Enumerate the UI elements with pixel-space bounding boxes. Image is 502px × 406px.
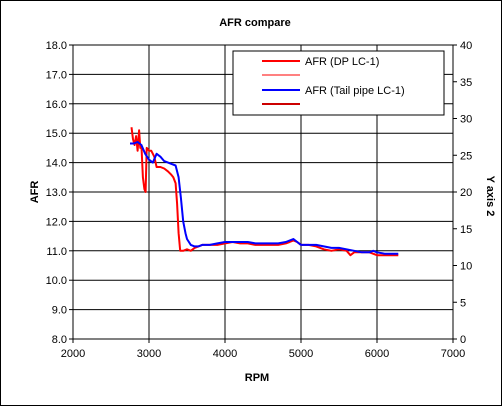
- legend: AFR (DP LC-1) AFR (Tail pipe LC-1): [232, 50, 445, 116]
- y-axis-title: AFR: [29, 181, 41, 204]
- y2-tick-label: 10: [460, 261, 472, 273]
- x-axis-ticks: 2000 3000 4000 5000 6000 7000: [61, 339, 465, 360]
- y-tick-label: 10.0: [46, 275, 67, 287]
- y2-tick-label: 40: [460, 40, 472, 52]
- x-tick-label: 2000: [61, 348, 85, 360]
- y2-axis-ticks: 0 5 10 15 20 25 30 35 40: [453, 40, 472, 346]
- y2-axis-title: Y axis 2: [484, 176, 496, 217]
- y2-tick-label: 5: [460, 297, 466, 309]
- y-tick-label: 17.0: [46, 69, 67, 81]
- x-tick-label: 4000: [213, 348, 237, 360]
- legend-label: AFR (Tail pipe LC-1): [305, 85, 405, 97]
- series-line-afr-tail-pipe-lc1: [130, 141, 399, 255]
- y-tick-label: 18.0: [46, 40, 67, 52]
- legend-label: AFR (DP LC-1): [305, 56, 379, 68]
- x-tick-label: 7000: [441, 348, 465, 360]
- x-axis-title: RPM: [245, 372, 269, 384]
- y-tick-label: 16.0: [46, 99, 67, 111]
- y-axis-ticks: 8.0 9.0 10.0 11.0 12.0 13.0 14.0 15.0 16.0 17.0 18…: [46, 40, 73, 346]
- y2-tick-label: 35: [460, 77, 472, 89]
- y-tick-label: 14.0: [46, 158, 67, 170]
- x-tick-label: 5000: [289, 348, 313, 360]
- x-tick-label: 3000: [137, 348, 161, 360]
- series-layer: [130, 127, 399, 257]
- y-tick-label: 9.0: [52, 305, 67, 317]
- y2-tick-label: 30: [460, 114, 472, 126]
- y-tick-label: 8.0: [52, 334, 67, 346]
- y2-tick-label: 15: [460, 224, 472, 236]
- y2-tick-label: 20: [460, 187, 472, 199]
- y2-tick-label: 25: [460, 150, 472, 162]
- y-tick-label: 11.0: [46, 246, 67, 258]
- x-tick-label: 6000: [365, 348, 389, 360]
- chart-title: AFR compare: [219, 17, 291, 29]
- y-tick-label: 12.0: [46, 216, 67, 228]
- y-tick-label: 15.0: [46, 128, 67, 140]
- y2-tick-label: 0: [460, 334, 466, 346]
- y-tick-label: 13.0: [46, 187, 67, 199]
